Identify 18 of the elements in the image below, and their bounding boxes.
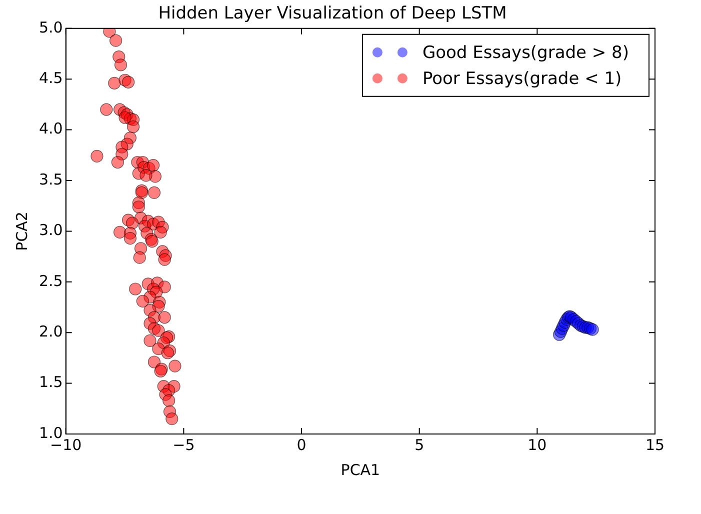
- x-tick-label: 15: [645, 436, 665, 454]
- legend-label: Poor Essays(grade < 1): [422, 68, 622, 89]
- x-tick-label: 10: [528, 436, 547, 454]
- y-tick-label: 2.5: [38, 272, 63, 290]
- x-axis-title: PCA1: [340, 460, 380, 479]
- legend-label: Good Essays(grade > 8): [422, 42, 630, 63]
- y-tick-label: 2.0: [38, 322, 63, 340]
- y-tick-label: 4.0: [38, 120, 63, 138]
- x-tick-label: 5: [414, 436, 424, 454]
- y-tick-label: 4.5: [38, 68, 63, 87]
- y-tick-label: 3.5: [38, 170, 63, 188]
- x-tick-label: 0: [296, 436, 306, 454]
- y-tick-label: 5.0: [38, 18, 63, 36]
- chart-title: Hidden Layer Visualization of Deep LSTM: [158, 4, 507, 24]
- x-tick-label: −5: [172, 436, 195, 454]
- y-axis-title: PCA2: [12, 212, 31, 251]
- y-tick-label: 3.0: [38, 221, 63, 240]
- y-tick-label: 1.5: [38, 373, 63, 392]
